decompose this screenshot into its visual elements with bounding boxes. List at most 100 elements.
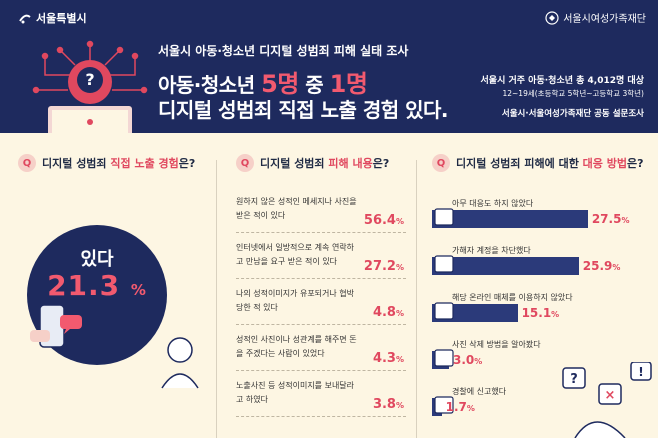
- response-label: 해당 온라인 매체를 이용하지 않았다: [452, 293, 573, 302]
- harm-item-text: 나의 성적이미지가 유포되거나 협박당한 적 있다: [236, 289, 355, 312]
- response-number: 25.9: [582, 259, 613, 273]
- response-value: 3.0%: [453, 353, 482, 367]
- blocked-screen-icon: [434, 302, 454, 320]
- middle-column-heading: Q 디지털 성범죄 피해 내용은?: [236, 150, 389, 176]
- harm-item-text: 성적인 사진이나 성관계를 해주면 돈을 주겠다는 사람이 있었다: [236, 335, 357, 358]
- q-badge-icon: Q: [236, 154, 254, 172]
- harm-item-unit: %: [395, 355, 404, 364]
- harm-item-text: 인터넷에서 일방적으로 계속 연락하고 만남을 요구 받은 적이 있다: [236, 243, 355, 266]
- response-number: 27.5: [591, 212, 622, 226]
- harm-item-unit: %: [395, 217, 404, 226]
- harm-item-number: 56.4: [363, 213, 396, 228]
- crying-face-icon: [434, 208, 454, 226]
- middle-heading-pre: 디지털 성범죄: [260, 157, 329, 170]
- response-value: 1.7%: [446, 400, 475, 414]
- left-heading-highlight: 직접 노출 경험: [110, 157, 179, 170]
- exposure-number: 21.3: [47, 269, 121, 302]
- survey-info: 서울시 거주 아동·청소년 총 4,012명 대상 12~19세(초등학교 5학…: [481, 73, 644, 119]
- foundation-logo: 서울시여성가족재단: [545, 10, 646, 25]
- response-label: 가해자 계정을 차단했다: [452, 246, 531, 255]
- response-value: 25.9%: [583, 259, 621, 273]
- response-unit: %: [474, 357, 483, 366]
- survey-organizer: 서울시·서울여성가족재단 공동 설문조사: [501, 109, 644, 119]
- column-divider: [216, 160, 217, 438]
- exposure-value: 21.3 %: [27, 269, 167, 302]
- headline-line-2: 디지털 성범죄 직접 노출 경험 있다.: [158, 98, 449, 122]
- survey-age-range: 12~19세(초등학교 5학년~고등학교 3학년): [502, 89, 644, 98]
- column-divider: [416, 160, 417, 438]
- headline-text-b: 중: [298, 73, 330, 97]
- hacker-illustration: ?: [32, 40, 148, 133]
- headline-highlight-1: 1명: [329, 70, 368, 98]
- response-number: 15.1: [521, 306, 552, 320]
- svg-text:×: ×: [605, 388, 616, 403]
- harm-item: 나의 성적이미지가 유포되거나 협박당한 적 있다 4.8%: [236, 285, 406, 325]
- response-unit: %: [621, 216, 630, 225]
- police-icon: [434, 396, 454, 414]
- right-heading-post: 은?: [626, 157, 644, 170]
- left-column-heading: Q 디지털 성범죄 직접 노출 경험은?: [18, 150, 195, 176]
- exposure-unit: %: [130, 281, 147, 299]
- response-value: 27.5%: [592, 212, 630, 226]
- response-label: 경찰에 신고했다: [452, 387, 507, 396]
- response-unit: %: [612, 263, 621, 272]
- phone-chat-icon: [30, 304, 82, 348]
- svg-text:!: !: [638, 365, 643, 379]
- response-label: 사진 삭제 방법을 알아봤다: [452, 340, 541, 349]
- harm-item-unit: %: [395, 309, 404, 318]
- harm-item-unit: %: [395, 263, 404, 272]
- survey-target: 서울시 거주 아동·청소년 총 4,012명 대상: [480, 76, 644, 86]
- harm-item: 노출사진 등 성적이미지를 보내달라고 하였다 3.8%: [236, 377, 406, 417]
- header-banner: 서울특별시 서울시여성가족재단 ? 서울시 아동·청소년 디지털 성범죄 피해 …: [0, 0, 658, 133]
- harm-item: 인터넷에서 일방적으로 계속 연락하고 만남을 요구 받은 적이 있다 27.2%: [236, 239, 406, 279]
- seoul-logo-icon: [19, 14, 31, 24]
- middle-heading-post: 은?: [372, 157, 390, 170]
- q-badge-icon: Q: [432, 154, 450, 172]
- harm-item-value: 3.8%: [373, 397, 404, 412]
- svg-text:?: ?: [85, 70, 94, 89]
- harm-item-number: 27.2: [363, 259, 396, 274]
- stop-hand-icon: [434, 255, 454, 273]
- right-heading-highlight: 대응 방법: [582, 157, 627, 170]
- response-bar: [432, 210, 588, 228]
- exposure-label: 있다: [80, 249, 114, 270]
- harm-item-value: 56.4%: [364, 213, 404, 228]
- headline-text-a: 아동·청소년: [158, 73, 262, 97]
- right-heading-text: 디지털 성범죄 피해에 대한 대응 방법은?: [456, 155, 643, 171]
- harm-item: 원하지 않은 성적인 메세지나 사진을 받은 적이 있다 56.4%: [236, 193, 406, 233]
- headline-line-1: 아동·청소년 5명 중 1명: [158, 64, 368, 99]
- harm-item-text: 원하지 않은 성적인 메세지나 사진을 받은 적이 있다: [236, 197, 357, 220]
- left-heading-text: 디지털 성범죄 직접 노출 경험은?: [42, 155, 195, 171]
- monitor-icon: [434, 349, 454, 367]
- harm-item-number: 4.3: [372, 351, 396, 366]
- confused-person-icon: ? × !: [562, 362, 652, 438]
- middle-heading-highlight: 피해 내용: [328, 157, 373, 170]
- middle-heading-text: 디지털 성범죄 피해 내용은?: [260, 155, 389, 171]
- response-bar: [432, 257, 579, 275]
- harm-item-number: 4.8: [372, 305, 396, 320]
- right-column-heading: Q 디지털 성범죄 피해에 대한 대응 방법은?: [432, 150, 643, 176]
- response-value: 15.1%: [522, 306, 560, 320]
- left-heading-post: 은?: [178, 157, 196, 170]
- harm-item-value: 4.8%: [373, 305, 404, 320]
- response-number: 1.7: [445, 400, 467, 414]
- org-left-text: 서울특별시: [36, 12, 87, 25]
- harm-item-unit: %: [395, 401, 404, 410]
- left-heading-pre: 디지털 성범죄: [42, 157, 111, 170]
- svg-text:?: ?: [570, 372, 578, 387]
- worried-person-icon: [161, 337, 199, 389]
- seoul-logo: 서울특별시: [18, 10, 87, 26]
- harm-item-text: 노출사진 등 성적이미지를 보내달라고 하였다: [236, 381, 355, 404]
- harm-item-value: 27.2%: [364, 259, 404, 274]
- headline-highlight-5: 5명: [261, 70, 299, 98]
- harm-item-number: 3.8: [372, 397, 396, 412]
- harm-item: 성적인 사진이나 성관계를 해주면 돈을 주겠다는 사람이 있었다 4.3%: [236, 331, 406, 371]
- org-right-text: 서울시여성가족재단: [563, 14, 646, 25]
- q-badge-icon: Q: [18, 154, 36, 172]
- foundation-logo-icon: [545, 10, 559, 25]
- response-unit: %: [466, 404, 475, 413]
- response-unit: %: [551, 310, 560, 319]
- right-heading-pre: 디지털 성범죄 피해에 대한: [456, 157, 583, 170]
- response-label: 아무 대응도 하지 않았다: [452, 199, 534, 208]
- harm-item-value: 4.3%: [373, 351, 404, 366]
